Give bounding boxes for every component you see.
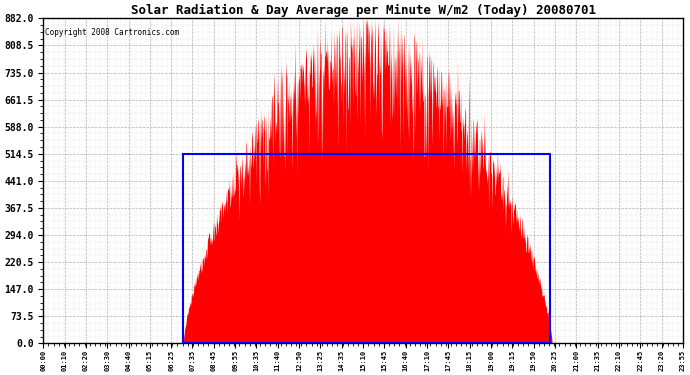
Bar	[184, 154, 550, 344]
Text: Copyright 2008 Cartronics.com: Copyright 2008 Cartronics.com	[45, 28, 179, 37]
Title: Solar Radiation & Day Average per Minute W/m2 (Today) 20080701: Solar Radiation & Day Average per Minute…	[130, 4, 595, 17]
